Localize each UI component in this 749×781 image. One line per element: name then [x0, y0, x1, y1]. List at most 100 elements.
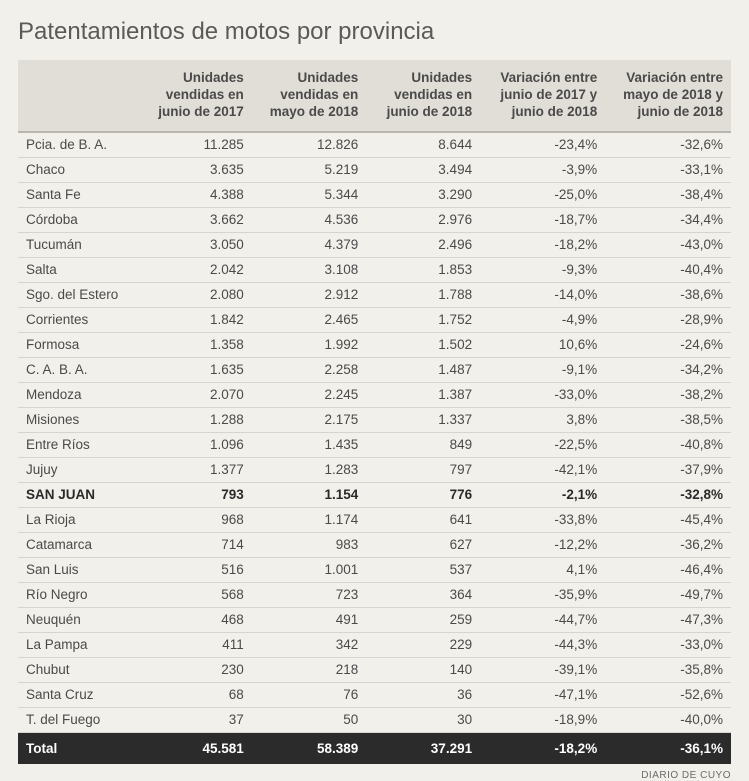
cell-value: -32,8%	[605, 482, 731, 507]
table-row: Chubut230218140-39,1%-35,8%	[18, 657, 731, 682]
table-row: Neuquén468491259-44,7%-47,3%	[18, 607, 731, 632]
table-row: Tucumán3.0504.3792.496-18,2%-43,0%	[18, 232, 731, 257]
cell-province: Catamarca	[18, 532, 138, 557]
cell-value: -44,7%	[480, 607, 605, 632]
cell-province: Tucumán	[18, 232, 138, 257]
cell-value: 4.388	[138, 182, 252, 207]
cell-value: -36,2%	[605, 532, 731, 557]
cell-value: 411	[138, 632, 252, 657]
cell-value: 641	[366, 507, 480, 532]
cell-value: 229	[366, 632, 480, 657]
cell-value: -25,0%	[480, 182, 605, 207]
cell-province: Mendoza	[18, 382, 138, 407]
total-label: Total	[18, 732, 138, 764]
cell-province: Chubut	[18, 657, 138, 682]
data-table: Unidades vendidas en junio de 2017Unidad…	[18, 60, 731, 764]
cell-value: -34,4%	[605, 207, 731, 232]
total-value: -18,2%	[480, 732, 605, 764]
col-header: Unidades vendidas en junio de 2017	[138, 60, 252, 132]
cell-value: -18,7%	[480, 207, 605, 232]
cell-province: Santa Cruz	[18, 682, 138, 707]
cell-value: 1.096	[138, 432, 252, 457]
cell-value: -2,1%	[480, 482, 605, 507]
total-value: 45.581	[138, 732, 252, 764]
col-header: Variación entre mayo de 2018 y junio de …	[605, 60, 731, 132]
cell-value: -38,2%	[605, 382, 731, 407]
cell-value: 968	[138, 507, 252, 532]
cell-province: Sgo. del Estero	[18, 282, 138, 307]
cell-province: Córdoba	[18, 207, 138, 232]
cell-value: -32,6%	[605, 132, 731, 158]
table-row: Salta2.0423.1081.853-9,3%-40,4%	[18, 257, 731, 282]
cell-province: La Rioja	[18, 507, 138, 532]
cell-value: -9,1%	[480, 357, 605, 382]
table-row: Chaco3.6355.2193.494-3,9%-33,1%	[18, 157, 731, 182]
cell-value: 1.283	[252, 457, 366, 482]
col-province	[18, 60, 138, 132]
cell-value: -12,2%	[480, 532, 605, 557]
cell-value: 36	[366, 682, 480, 707]
cell-value: 1.992	[252, 332, 366, 357]
table-row: Corrientes1.8422.4651.752-4,9%-28,9%	[18, 307, 731, 332]
cell-value: 1.337	[366, 407, 480, 432]
cell-value: 140	[366, 657, 480, 682]
col-header: Variación entre junio de 2017 y junio de…	[480, 60, 605, 132]
cell-province: Formosa	[18, 332, 138, 357]
cell-province: Neuquén	[18, 607, 138, 632]
table-footer: Total45.58158.38937.291-18,2%-36,1%	[18, 732, 731, 764]
cell-value: 8.644	[366, 132, 480, 158]
cell-value: 11.285	[138, 132, 252, 158]
cell-value: 3,8%	[480, 407, 605, 432]
cell-province: La Pampa	[18, 632, 138, 657]
cell-value: 1.635	[138, 357, 252, 382]
cell-value: -40,4%	[605, 257, 731, 282]
cell-value: 849	[366, 432, 480, 457]
cell-province: C. A. B. A.	[18, 357, 138, 382]
cell-value: 364	[366, 582, 480, 607]
cell-value: 1.487	[366, 357, 480, 382]
cell-value: 1.377	[138, 457, 252, 482]
cell-value: 797	[366, 457, 480, 482]
cell-value: -18,2%	[480, 232, 605, 257]
cell-value: -33,1%	[605, 157, 731, 182]
cell-value: 259	[366, 607, 480, 632]
cell-value: 627	[366, 532, 480, 557]
table-row: Santa Cruz687636-47,1%-52,6%	[18, 682, 731, 707]
cell-value: -35,8%	[605, 657, 731, 682]
cell-value: -37,9%	[605, 457, 731, 482]
cell-value: -18,9%	[480, 707, 605, 732]
col-header: Unidades vendidas en mayo de 2018	[252, 60, 366, 132]
table-row: C. A. B. A.1.6352.2581.487-9,1%-34,2%	[18, 357, 731, 382]
cell-province: Corrientes	[18, 307, 138, 332]
cell-value: -40,8%	[605, 432, 731, 457]
table-row: San Luis5161.0015374,1%-46,4%	[18, 557, 731, 582]
cell-value: -38,5%	[605, 407, 731, 432]
cell-value: -42,1%	[480, 457, 605, 482]
cell-province: Santa Fe	[18, 182, 138, 207]
table-row: Río Negro568723364-35,9%-49,7%	[18, 582, 731, 607]
cell-value: 50	[252, 707, 366, 732]
cell-value: -3,9%	[480, 157, 605, 182]
table-row: Formosa1.3581.9921.50210,6%-24,6%	[18, 332, 731, 357]
cell-value: 2.465	[252, 307, 366, 332]
cell-value: -28,9%	[605, 307, 731, 332]
cell-value: 4.379	[252, 232, 366, 257]
cell-value: 76	[252, 682, 366, 707]
cell-value: 1.853	[366, 257, 480, 282]
table-row: Córdoba3.6624.5362.976-18,7%-34,4%	[18, 207, 731, 232]
cell-value: 3.050	[138, 232, 252, 257]
cell-value: -38,6%	[605, 282, 731, 307]
cell-value: -33,0%	[605, 632, 731, 657]
cell-value: 2.175	[252, 407, 366, 432]
cell-value: 2.070	[138, 382, 252, 407]
cell-value: 568	[138, 582, 252, 607]
table-row: Misiones1.2882.1751.3373,8%-38,5%	[18, 407, 731, 432]
cell-value: 1.001	[252, 557, 366, 582]
cell-value: 3.494	[366, 157, 480, 182]
cell-value: 1.288	[138, 407, 252, 432]
cell-value: -33,8%	[480, 507, 605, 532]
cell-value: 2.496	[366, 232, 480, 257]
cell-value: 218	[252, 657, 366, 682]
cell-province: SAN JUAN	[18, 482, 138, 507]
cell-value: 2.976	[366, 207, 480, 232]
